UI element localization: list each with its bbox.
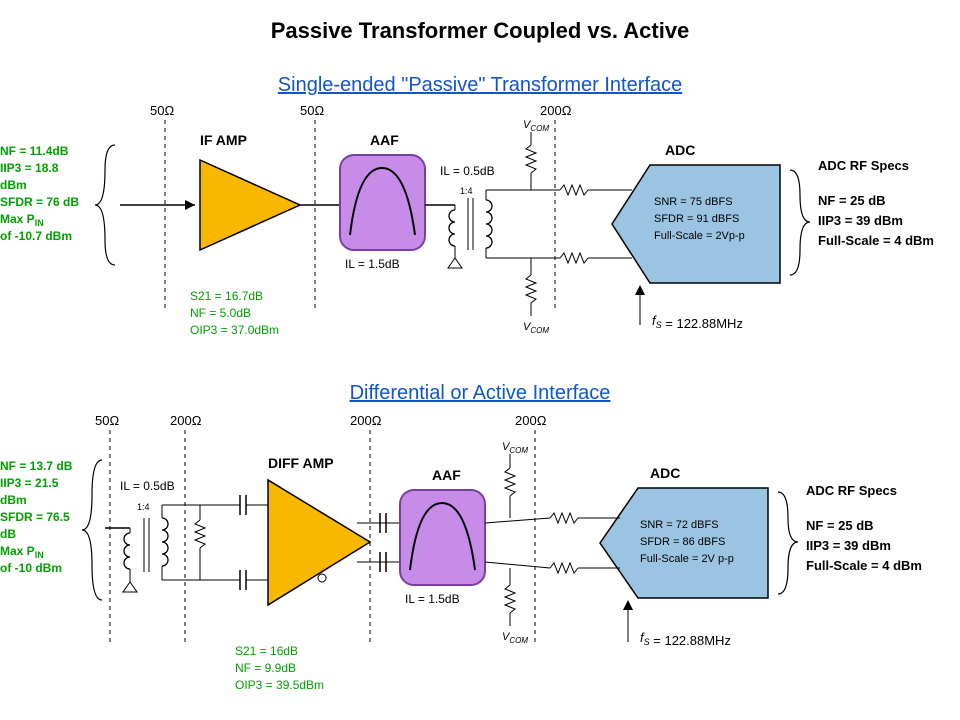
ifamp-label: IF AMP [200,132,247,148]
imp1a: 50Ω [150,103,174,118]
svg-text:SFDR = 76 dB: SFDR = 76 dB [0,195,79,209]
svg-text:200Ω: 200Ω [350,413,382,428]
svg-text:Max PIN: Max PIN [0,544,44,560]
aaf2-label: AAF [432,467,461,483]
svg-text:NF = 25 dB: NF = 25 dB [818,193,886,208]
aaf2-block [400,490,485,585]
aaf1-block [340,155,425,250]
aaf1-il: IL = 1.5dB [345,257,400,271]
rf-specs-2: ADC RF Specs NF = 25 dB IIP3 = 39 dBm Fu… [806,483,922,573]
svg-text:dBm: dBm [0,493,27,507]
svg-text:dBm: dBm [0,178,27,192]
adc1-label: ADC [665,142,695,158]
svg-text:ADC RF Specs: ADC RF Specs [818,158,909,173]
svg-text:fS = 122.88MHz: fS = 122.88MHz [640,630,731,648]
imp1b: 50Ω [300,103,324,118]
svg-text:SFDR = 76.5: SFDR = 76.5 [0,510,70,524]
xfmr1-il: IL = 0.5dB [440,164,495,178]
adc2-label: ADC [650,465,680,481]
diffamp-specs: S21 = 16dB NF = 9.9dB OIP3 = 39.5dBm [235,644,324,692]
svg-text:200Ω: 200Ω [170,413,202,428]
svg-text:OIP3 = 37.0dBm: OIP3 = 37.0dBm [190,323,279,337]
page-title: Passive Transformer Coupled vs. Active [0,18,960,44]
diffamp-label: DIFF AMP [268,455,334,471]
ifamp-triangle [200,160,300,250]
svg-text:OIP3 = 39.5dBm: OIP3 = 39.5dBm [235,678,324,692]
svg-text:Full-Scale = 4 dBm: Full-Scale = 4 dBm [818,233,934,248]
adc1-specs: SNR = 75 dBFS SFDR = 91 dBFS Full-Scale … [654,196,745,242]
svg-text:Full-Scale = 2V p-p: Full-Scale = 2V p-p [640,553,734,565]
diffamp-triangle [268,480,370,605]
svg-text:of -10.7 dBm: of -10.7 dBm [0,229,72,243]
svg-text:200Ω: 200Ω [515,413,547,428]
svg-text:1:4: 1:4 [137,502,150,512]
aaf1-label: AAF [370,132,399,148]
svg-text:Max PIN: Max PIN [0,212,44,228]
sys-specs-1: NF = 11.4dB IIP3 = 18.8 dBm SFDR = 76 dB… [0,144,79,243]
aaf2-il: IL = 1.5dB [405,592,460,606]
svg-text:SFDR = 91 dBFS: SFDR = 91 dBFS [654,213,739,225]
svg-text:NF = 5.0dB: NF = 5.0dB [190,306,251,320]
svg-text:VCOM: VCOM [523,321,549,335]
sys-specs-2: NF = 13.7 dB IIP3 = 21.5 dBm SFDR = 76.5… [0,459,73,575]
svg-text:IIP3 = 18.8: IIP3 = 18.8 [0,161,59,175]
svg-text:Full-Scale = 2Vp-p: Full-Scale = 2Vp-p [654,230,745,242]
diagram-active: 50Ω 200Ω 200Ω 200Ω NF = 13.7 dB IIP3 = 2… [0,410,960,710]
svg-text:NF = 9.9dB: NF = 9.9dB [235,661,296,675]
svg-text:IIP3 = 39 dBm: IIP3 = 39 dBm [818,213,903,228]
ifamp-specs: S21 = 16.7dB NF = 5.0dB OIP3 = 37.0dBm [190,289,279,337]
section2-title: Differential or Active Interface [0,382,960,405]
svg-text:NF = 13.7 dB: NF = 13.7 dB [0,459,73,473]
svg-text:S21 = 16dB: S21 = 16dB [235,644,298,658]
svg-text:S21 = 16.7dB: S21 = 16.7dB [190,289,263,303]
svg-text:SNR = 72 dBFS: SNR = 72 dBFS [640,519,719,531]
svg-text:fS = 122.88MHz: fS = 122.88MHz [652,313,743,331]
imp1c: 200Ω [540,103,572,118]
svg-text:ADC RF Specs: ADC RF Specs [806,483,897,498]
svg-text:50Ω: 50Ω [95,413,119,428]
svg-text:VCOM: VCOM [502,441,528,455]
rf-specs-1: ADC RF Specs NF = 25 dB IIP3 = 39 dBm Fu… [818,158,934,248]
svg-text:IIP3 = 21.5: IIP3 = 21.5 [0,476,59,490]
svg-text:VCOM: VCOM [523,119,549,133]
svg-text:of -10 dBm: of -10 dBm [0,561,62,575]
xfmr1-ratio: 1:4 [460,186,473,196]
svg-text:IL = 0.5dB: IL = 0.5dB [120,479,175,493]
svg-text:Full-Scale = 4 dBm: Full-Scale = 4 dBm [806,558,922,573]
svg-text:NF = 25 dB: NF = 25 dB [806,518,874,533]
section1-title: Single-ended "Passive" Transformer Inter… [0,74,960,97]
svg-text:VCOM: VCOM [502,631,528,645]
diagram-passive: 50Ω 50Ω 200Ω NF = 11.4dB IIP3 = 18.8 dBm… [0,100,960,380]
svg-text:SNR = 75 dBFS: SNR = 75 dBFS [654,196,733,208]
svg-text:SFDR = 86 dBFS: SFDR = 86 dBFS [640,536,725,548]
svg-text:dB: dB [0,527,16,541]
svg-text:IIP3 = 39 dBm: IIP3 = 39 dBm [806,538,891,553]
svg-text:NF = 11.4dB: NF = 11.4dB [0,144,69,158]
